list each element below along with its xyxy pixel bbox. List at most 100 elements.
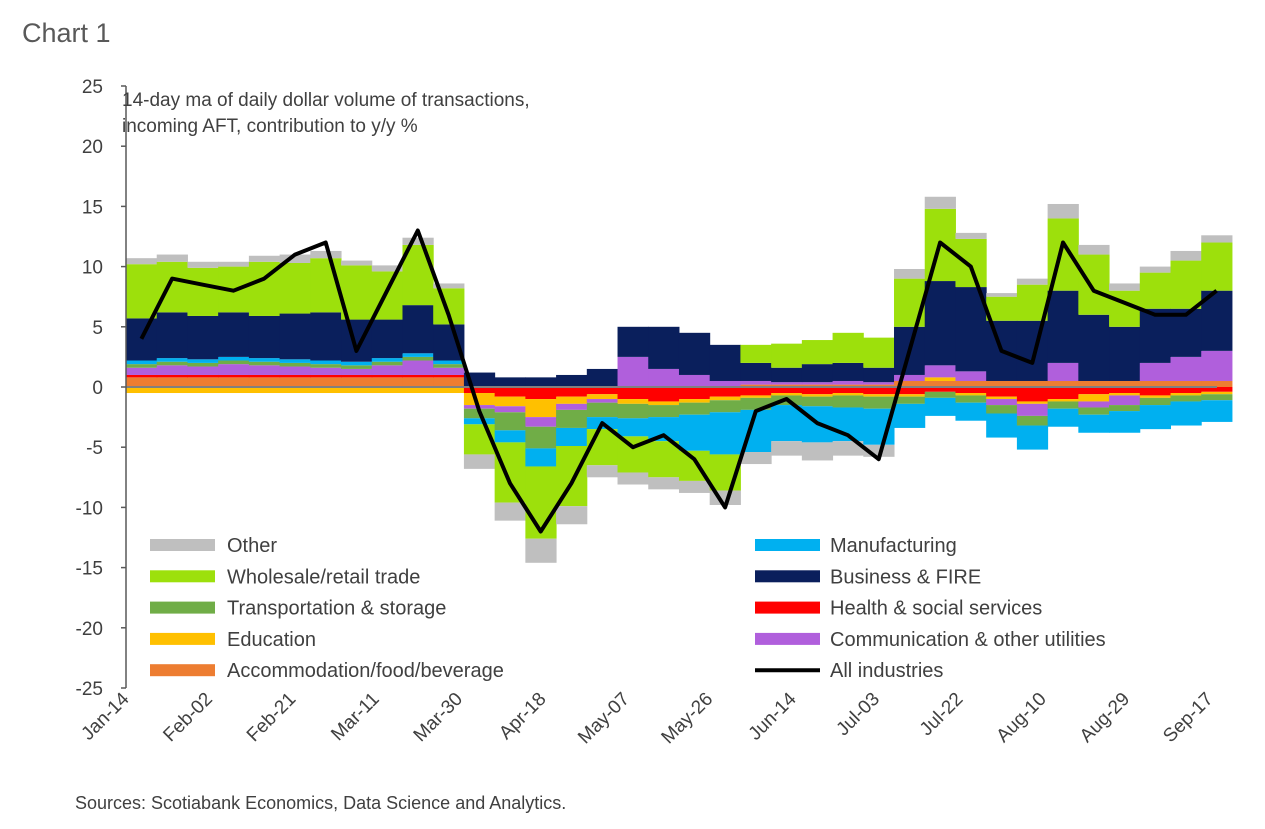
bar-segment <box>218 387 250 394</box>
bar-segment <box>986 399 1018 406</box>
x-tick-label: Jul-03 <box>833 689 884 740</box>
bar-segment <box>341 377 373 387</box>
bar-segment <box>126 258 158 265</box>
x-tick-label: Sep-17 <box>1159 689 1217 747</box>
x-tick-label: Aug-10 <box>993 689 1051 747</box>
bar-segment <box>126 374 158 378</box>
bar-segment <box>433 283 465 289</box>
bar-segment <box>310 250 342 259</box>
x-tick-label: Mar-30 <box>410 689 467 746</box>
bar-segment <box>494 377 526 387</box>
bar-segment <box>279 362 311 367</box>
bar-segment <box>832 441 864 456</box>
bar-segment <box>1201 394 1233 401</box>
bar-segment <box>617 472 649 485</box>
legend-swatch <box>755 570 820 583</box>
bar-segment <box>341 365 373 369</box>
bar-segment <box>617 418 649 437</box>
bar-segment <box>1016 380 1049 387</box>
bar-segment <box>1139 397 1172 406</box>
bar-segment <box>1047 387 1079 400</box>
bar-segment <box>218 261 250 267</box>
bar-segment <box>771 367 803 383</box>
bar-segment <box>924 387 956 392</box>
bar-segment <box>1078 314 1110 381</box>
bar-segment <box>248 361 281 366</box>
bar-segment <box>187 267 219 316</box>
bar-segment <box>986 293 1018 297</box>
bar-segment <box>955 371 987 381</box>
legend-label: Health & social services <box>830 598 1042 620</box>
bar-segment <box>986 413 1018 438</box>
y-tick-label: -15 <box>76 559 103 580</box>
bar-segment <box>1170 250 1202 261</box>
bar-segment <box>1139 380 1172 387</box>
bar-segment <box>894 380 926 387</box>
bar-segment <box>433 360 465 365</box>
bar-segment <box>678 387 711 400</box>
x-tick-label: May-26 <box>658 689 718 749</box>
legend-swatch <box>150 632 215 645</box>
bar-segment <box>709 380 741 387</box>
legend-label: Business & FIRE <box>830 566 981 588</box>
bar-segment <box>1201 242 1233 291</box>
bar-segment <box>801 387 834 395</box>
bar-segment <box>433 367 465 375</box>
bar-segment <box>1201 387 1233 392</box>
bar-segment <box>1109 395 1141 406</box>
bar-segment <box>801 364 834 383</box>
bar-segment <box>279 262 311 314</box>
legend-swatch <box>150 601 215 614</box>
bar-segment <box>525 377 557 387</box>
bar-segment <box>894 278 926 327</box>
bar-segment <box>1109 387 1141 394</box>
bar-segment <box>801 340 834 365</box>
bar-segment <box>218 377 250 387</box>
bar-segment <box>1078 401 1110 408</box>
bar-segment <box>771 405 803 442</box>
bar-segment <box>433 377 465 387</box>
bar-segment <box>248 365 281 375</box>
bar-segment <box>863 337 895 368</box>
bar-segment <box>525 399 557 418</box>
bar-segment <box>341 387 373 394</box>
bar-segment <box>1109 380 1141 387</box>
bar-segment <box>341 368 373 375</box>
source-note: Sources: Scotiabank Economics, Data Scie… <box>75 793 566 813</box>
y-tick-label: 0 <box>92 378 103 399</box>
bar-segment <box>1170 260 1202 309</box>
bar-segment <box>709 387 741 397</box>
bar-segment <box>648 387 680 402</box>
y-tick-label: -5 <box>86 438 103 459</box>
bar-segment <box>1078 380 1110 387</box>
bar-segment <box>955 395 987 403</box>
y-tick-label: -20 <box>76 619 103 640</box>
bar-segment <box>586 465 619 478</box>
bar-segment <box>678 402 711 415</box>
bar-segment <box>863 384 895 387</box>
bar-segment <box>832 395 864 408</box>
bar-segment <box>832 380 864 385</box>
bar-segment <box>525 538 557 563</box>
bar-segment <box>863 396 895 409</box>
bar-segment <box>1109 411 1141 433</box>
bar-segment <box>678 480 711 493</box>
y-tick-label: 20 <box>82 137 103 158</box>
bar-segment <box>986 296 1018 321</box>
bar-segment <box>218 312 250 357</box>
bar-segment <box>1078 394 1110 402</box>
legend-swatch <box>755 601 820 614</box>
bar-segment <box>1047 203 1079 219</box>
bar-segment <box>924 380 956 387</box>
x-tick-label: Aug-29 <box>1076 689 1134 747</box>
bar-segment <box>924 365 956 378</box>
bar-segment <box>832 393 864 396</box>
bar-segment <box>1047 399 1079 402</box>
bar-segment <box>525 387 557 400</box>
bar-segment <box>1139 266 1172 273</box>
bar-segment <box>771 393 803 396</box>
bar-segment <box>310 367 342 375</box>
bar-segment <box>801 382 834 385</box>
x-tick-label: Apr-18 <box>495 689 550 744</box>
